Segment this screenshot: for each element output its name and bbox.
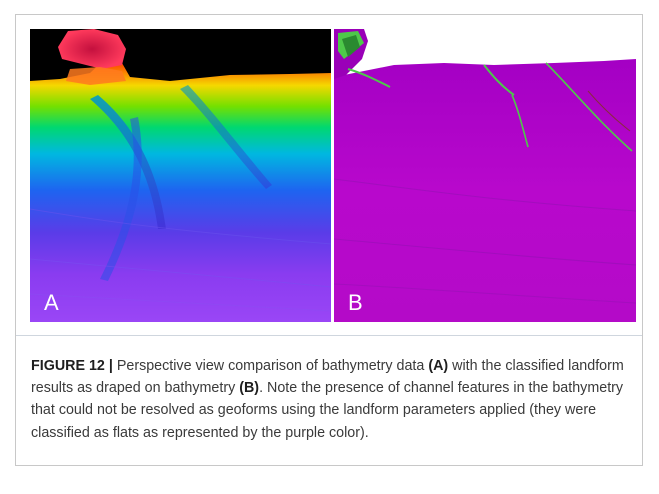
caption-ref-a: (A) <box>428 358 449 374</box>
landform-classified-render <box>334 29 636 322</box>
bathymetry-rainbow-render <box>30 29 332 322</box>
panel-a-label: A <box>44 290 59 315</box>
figure-caption: FIGURE 12 | Perspective view comparison … <box>31 355 631 444</box>
panel-divider <box>331 29 334 322</box>
caption-ref-b: (B) <box>239 380 260 397</box>
caption-text-2: with the classified landform results as … <box>31 358 624 397</box>
panel-b-label: B <box>348 290 363 315</box>
panel-a-bathymetry-image: A <box>30 29 332 322</box>
caption-text-1: Perspective view comparison of bathymetr… <box>112 358 429 374</box>
caption-text-3: . Note the presence of channel features … <box>31 380 624 441</box>
panel-b-landform-image: B <box>334 29 636 322</box>
caption-figure-number: FIGURE 12 | <box>31 358 113 374</box>
caption-separator <box>16 335 642 336</box>
